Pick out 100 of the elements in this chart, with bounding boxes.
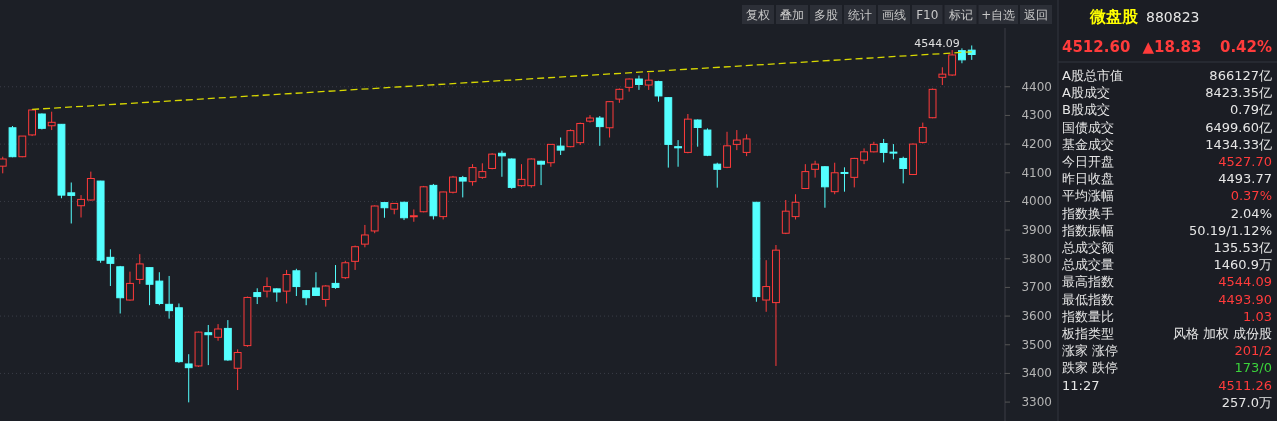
text: 4511.26 (1218, 377, 1272, 393)
candlestick (595, 115, 604, 147)
category-label: A股成交 (1062, 85, 1110, 101)
text: 50.19/1.12% (1189, 222, 1272, 238)
candlestick (409, 208, 418, 223)
category-label: 昨日收盘 (1062, 171, 1114, 187)
candlestick (693, 118, 702, 148)
candlestick (820, 165, 829, 209)
candlestick (351, 245, 360, 271)
text: 8423.35亿 (1205, 85, 1272, 101)
text: +自选 (981, 8, 1016, 22)
candlestick (341, 260, 350, 280)
text: 1.03 (1243, 308, 1272, 324)
candlestick (762, 259, 771, 313)
y-tick-label: 3300 (1021, 395, 1052, 410)
y-tick-label: 3700 (1021, 280, 1052, 295)
text: ▲18.83 (1142, 38, 1202, 56)
candlestick (742, 133, 751, 157)
candlestick (282, 269, 291, 304)
candlestick (723, 131, 731, 169)
text: 880823 (1146, 9, 1200, 25)
category-label: 国债成交 (1062, 119, 1114, 135)
text: 173/0 (1234, 360, 1272, 376)
candlestick (135, 253, 144, 285)
text: 135.53亿 (1213, 240, 1272, 255)
candlestick (713, 162, 722, 189)
candlestick (840, 166, 849, 193)
category-label: 平均涨幅 (1062, 188, 1114, 204)
candlestick (360, 224, 369, 248)
category-label: A股总市值 (1062, 68, 1123, 83)
text: 257.0万 (1221, 394, 1272, 410)
y-tick-label: 3500 (1021, 337, 1052, 352)
text: 6499.60亿 (1205, 119, 1272, 135)
y-tick-label: 3400 (1021, 366, 1052, 381)
text: 0.37% (1230, 188, 1272, 204)
y-tick-label: 3800 (1021, 251, 1052, 266)
candlestick (899, 156, 908, 184)
text: F10 (916, 8, 939, 22)
candlestick (204, 324, 213, 366)
candlestick (233, 348, 242, 391)
text: 叠加 (780, 8, 804, 22)
candlestick (184, 353, 193, 403)
category-label: 基金成交 (1062, 136, 1114, 152)
candlestick (635, 75, 643, 91)
text: 1460.9万 (1213, 257, 1272, 273)
y-tick-label: 3600 (1021, 309, 1052, 324)
text: 4493.90 (1218, 291, 1272, 307)
y-tick-label: 4400 (1021, 79, 1052, 94)
y-tick-label: 4300 (1021, 108, 1052, 123)
text: 画线 (882, 8, 906, 22)
text: 866127亿 (1209, 68, 1272, 83)
text: 多股 (814, 8, 838, 22)
text: 0.42% (1219, 38, 1272, 56)
category-label: 涨家 涨停 (1062, 343, 1119, 359)
y-tick-label: 4200 (1021, 137, 1052, 152)
text: 0.79亿 (1230, 102, 1272, 118)
category-label: 最低指数 (1062, 291, 1114, 307)
category-label: 指数量比 (1061, 308, 1114, 324)
category-label: 指数振幅 (1061, 222, 1114, 238)
y-tick-label: 4100 (1021, 165, 1052, 180)
text: 1434.33亿 (1205, 136, 1272, 152)
y-tick-label: 3900 (1021, 223, 1052, 238)
candlestick (126, 271, 134, 302)
candlestick (86, 171, 95, 202)
text: 统计 (848, 8, 872, 22)
annotation: 4544.09 (914, 37, 960, 51)
candlestick (458, 175, 467, 198)
text: 复权 (746, 8, 770, 22)
y-tick-label: 4000 (1021, 194, 1052, 209)
candlestick (331, 264, 340, 290)
text: 4512.60 (1062, 38, 1131, 56)
candlestick (732, 129, 741, 151)
candlestick (674, 139, 683, 168)
text: 2.04% (1230, 205, 1272, 221)
text: 微盘股 (1089, 7, 1139, 26)
candlestick (811, 160, 820, 179)
text: 标记 (947, 8, 973, 22)
text: 201/2 (1234, 343, 1272, 359)
category-label: B股成交 (1062, 102, 1110, 118)
candlestick (165, 275, 174, 320)
category-label: 今日开盘 (1062, 154, 1114, 169)
text: 4527.70 (1218, 154, 1272, 169)
candlestick (537, 160, 545, 186)
category-label: 总成交额 (1061, 240, 1114, 255)
text: 4544.09 (1218, 274, 1272, 290)
candlestick (948, 49, 957, 77)
category-label: 11:27 (1062, 377, 1100, 393)
candlestick (47, 111, 56, 131)
text: 4493.77 (1218, 171, 1272, 187)
category-label: 最高指数 (1062, 274, 1114, 290)
candlestick (263, 276, 271, 298)
category-label: 指数换手 (1061, 205, 1114, 221)
candlestick (850, 157, 859, 188)
candlestick (292, 268, 301, 297)
category-label: 跌家 跌停 (1062, 360, 1119, 376)
candlestick (77, 194, 85, 218)
text: 风格 加权 成份股 (1172, 326, 1272, 341)
candlestick (546, 143, 555, 168)
text: 返回 (1024, 8, 1048, 22)
candlestick (830, 162, 839, 195)
